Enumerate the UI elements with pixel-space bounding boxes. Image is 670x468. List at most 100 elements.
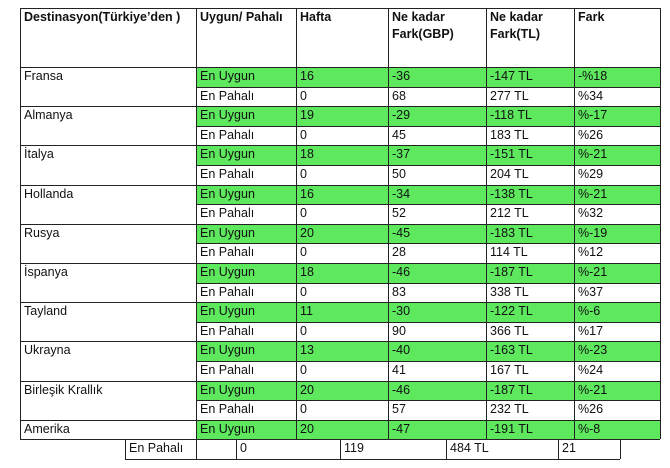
country-label: Amerika — [24, 421, 70, 436]
table-border — [20, 380, 660, 382]
expensive-gbp-cell: 28 — [392, 245, 406, 260]
expensive-pct-cell: 21 — [562, 441, 576, 456]
table-border — [574, 8, 575, 440]
column-header: Ne kadar Fark(TL) — [490, 10, 543, 41]
cheap-label: En Uygun — [196, 184, 296, 205]
expensive-tl-cell: 114 TL — [490, 245, 528, 260]
table-border — [446, 439, 447, 459]
cheap-pct-cell: %-8 — [574, 419, 660, 440]
column-header: Destinasyon(Türkiye’den ) — [24, 10, 181, 24]
table-border — [20, 8, 21, 440]
expensive-pct-cell: %34 — [578, 88, 604, 103]
expensive-tl-cell: 212 TL — [490, 206, 529, 221]
cheap-pct-cell: %-21 — [574, 145, 660, 165]
column-header: Ne kadar Fark(GBP) — [392, 10, 454, 41]
table-border — [196, 361, 660, 362]
cheap-tl-cell: -183 TL — [486, 223, 574, 244]
expensive-gbp-cell: 90 — [392, 323, 406, 338]
expensive-week-cell: 0 — [300, 245, 307, 260]
table-border — [20, 341, 660, 343]
table-border — [125, 459, 620, 460]
cheap-label: En Uygun — [196, 106, 296, 126]
cheap-week-cell: 20 — [296, 419, 388, 440]
cheap-gbp-cell: -46 — [388, 380, 486, 401]
expensive-week-cell: 0 — [300, 167, 307, 181]
table-border — [20, 8, 660, 9]
expensive-gbp-cell: 41 — [392, 363, 406, 377]
table-border — [20, 145, 660, 147]
table-border — [196, 86, 660, 88]
cheap-tl-cell: -147 TL — [486, 67, 574, 87]
column-header: Uygun/ Pahalı — [200, 10, 283, 24]
expensive-tl-cell: 338 TL — [490, 284, 529, 299]
cheap-gbp-cell: -46 — [388, 263, 486, 283]
cheap-pct-cell: %-6 — [574, 302, 660, 322]
cheap-tl-cell: -122 TL — [486, 302, 574, 322]
column-header: Hafta — [300, 10, 332, 24]
expensive-pct-cell: %26 — [578, 127, 604, 142]
expensive-label: En Pahalı — [200, 323, 255, 338]
country-label: Ukrayna — [24, 343, 71, 358]
expensive-pct-cell: %32 — [578, 206, 604, 221]
expensive-label: En Pahalı — [200, 363, 255, 377]
table-border — [296, 8, 297, 440]
country-label: Fransa — [24, 69, 63, 83]
table-border — [20, 302, 660, 304]
expensive-label: En Pahalı — [200, 206, 255, 221]
table-border — [20, 67, 660, 68]
cheap-pct-cell: %-21 — [574, 263, 660, 283]
expensive-tl-cell: 167 TL — [490, 363, 529, 377]
table-border — [125, 439, 126, 459]
cheap-gbp-cell: -36 — [388, 67, 486, 87]
cheap-label: En Uygun — [196, 341, 296, 361]
cheap-label: En Uygun — [196, 302, 296, 322]
table-border — [20, 106, 660, 108]
cheap-label: En Uygun — [196, 145, 296, 165]
cheap-week-cell: 13 — [296, 341, 388, 361]
country-label: Rusya — [24, 225, 60, 240]
expensive-gbp-cell: 50 — [392, 167, 406, 181]
expensive-tl-cell: 277 TL — [490, 88, 529, 103]
expensive-tl-cell: 484 TL — [450, 441, 489, 456]
cheap-tl-cell: -151 TL — [486, 145, 574, 165]
cheap-week-cell: 20 — [296, 380, 388, 401]
cheap-pct-cell: %-21 — [574, 380, 660, 401]
expensive-tl-cell: 232 TL — [490, 402, 529, 417]
country-label: Hollanda — [24, 186, 74, 201]
table-border — [196, 282, 660, 284]
expensive-tl-cell: 204 TL — [490, 167, 529, 181]
table-border — [20, 263, 660, 264]
expensive-tl-cell: 366 TL — [490, 323, 529, 338]
cheap-gbp-cell: -40 — [388, 341, 486, 361]
column-header: Fark — [578, 10, 605, 24]
cheap-gbp-cell: -45 — [388, 223, 486, 244]
cheap-tl-cell: -118 TL — [486, 106, 574, 126]
cheap-tl-cell: -138 TL — [486, 184, 574, 205]
cheap-week-cell: 20 — [296, 223, 388, 244]
expensive-week-cell: 0 — [300, 402, 307, 417]
cheap-label: En Uygun — [196, 263, 296, 283]
table-border — [20, 184, 660, 186]
cheap-label: En Uygun — [196, 223, 296, 244]
table-border — [660, 8, 661, 440]
cheap-pct-cell: -%18 — [574, 67, 660, 87]
expensive-week-cell: 0 — [300, 323, 307, 338]
country-label: Birleşik Krallık — [24, 382, 103, 397]
table-border — [196, 204, 660, 206]
expensive-pct-cell: %26 — [578, 402, 604, 417]
cheap-week-cell: 16 — [296, 184, 388, 205]
cheap-pct-cell: %-23 — [574, 341, 660, 361]
expensive-gbp-cell: 52 — [392, 206, 406, 221]
table-border — [196, 439, 197, 459]
expensive-gbp-cell: 83 — [392, 284, 406, 299]
cheap-week-cell: 16 — [296, 67, 388, 87]
expensive-label: En Pahalı — [200, 88, 255, 103]
cheap-week-cell: 11 — [296, 302, 388, 322]
table-border — [196, 321, 660, 323]
country-label: İtalya — [24, 147, 54, 162]
expensive-label: En Pahalı — [200, 284, 255, 299]
cheap-label: En Uygun — [196, 419, 296, 440]
cheap-gbp-cell: -30 — [388, 302, 486, 322]
table-border — [20, 223, 660, 225]
cheap-gbp-cell: -34 — [388, 184, 486, 205]
